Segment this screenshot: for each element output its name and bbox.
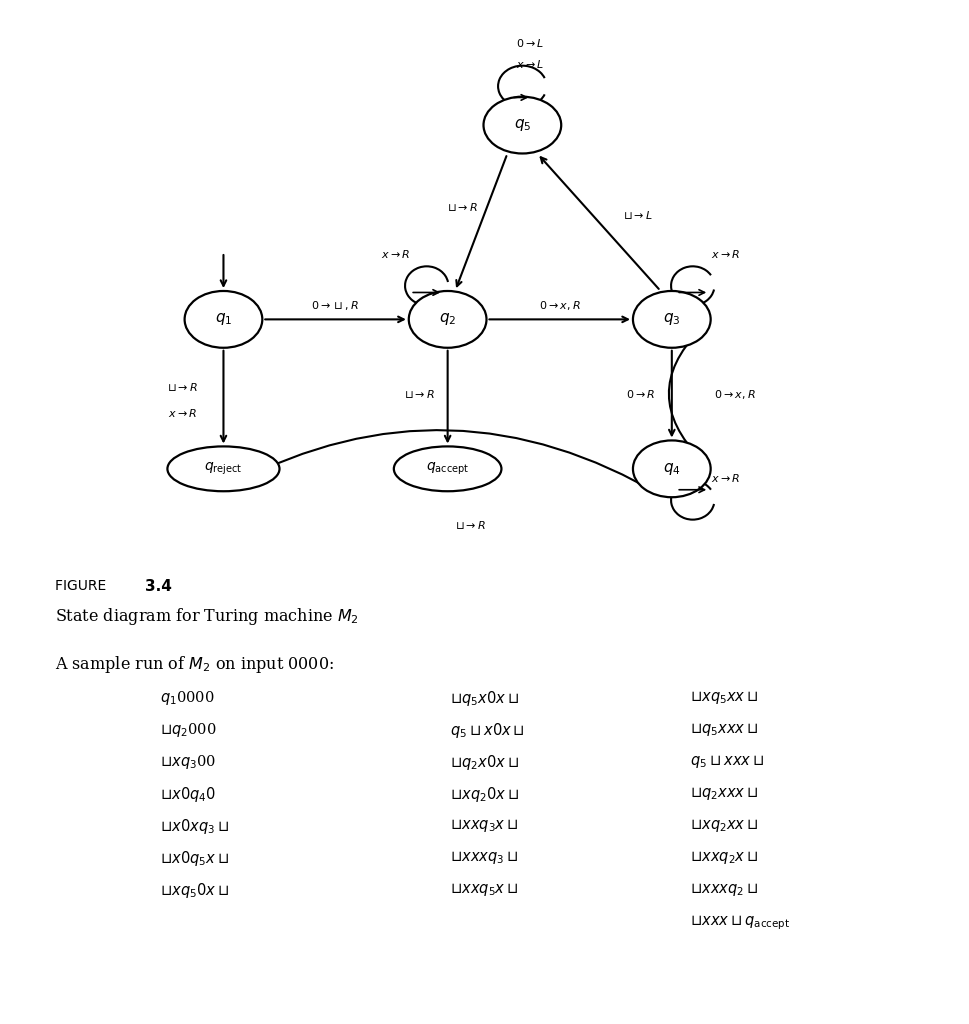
Text: $x{\rightarrow}R$: $x{\rightarrow}R$: [168, 407, 197, 419]
Text: $\sqcup q_2xxx\sqcup$: $\sqcup q_2xxx\sqcup$: [689, 785, 758, 802]
Text: $q_4$: $q_4$: [662, 461, 680, 477]
Text: $\sqcup{\rightarrow}R$: $\sqcup{\rightarrow}R$: [403, 388, 434, 400]
Text: $\sqcup xq_2xx\sqcup$: $\sqcup xq_2xx\sqcup$: [689, 817, 758, 834]
Text: $q_1$0000: $q_1$0000: [160, 689, 214, 707]
Ellipse shape: [393, 446, 501, 492]
Text: $0{\rightarrow}x,R$: $0{\rightarrow}x,R$: [539, 299, 580, 312]
Text: $\sqcup x0q_40$: $\sqcup x0q_40$: [160, 785, 216, 804]
Text: $\sqcup x0q_5x\sqcup$: $\sqcup x0q_5x\sqcup$: [160, 849, 229, 868]
Text: $x{\rightarrow}R$: $x{\rightarrow}R$: [710, 248, 739, 260]
Ellipse shape: [633, 440, 710, 498]
Text: $q_3$: $q_3$: [663, 311, 680, 328]
Text: $\sqcup xq_50x\sqcup$: $\sqcup xq_50x\sqcup$: [160, 881, 229, 900]
Text: $\sqcup xxx\sqcup q_{\mathrm{accept}}$: $\sqcup xxx\sqcup q_{\mathrm{accept}}$: [689, 913, 789, 932]
Text: $x{\rightarrow}R$: $x{\rightarrow}R$: [381, 248, 410, 260]
Text: $\sqcup xxq_3x\sqcup$: $\sqcup xxq_3x\sqcup$: [450, 817, 517, 834]
Text: State diagram for Turing machine $M_2$: State diagram for Turing machine $M_2$: [55, 606, 359, 627]
Text: $\sqcup xxxq_2\sqcup$: $\sqcup xxxq_2\sqcup$: [689, 881, 758, 898]
Text: $\sqcup q_5xxx\sqcup$: $\sqcup q_5xxx\sqcup$: [689, 721, 758, 738]
Text: 3.4: 3.4: [144, 579, 172, 594]
Text: $\sqcup{\rightarrow}R$: $\sqcup{\rightarrow}R$: [167, 381, 198, 392]
Text: $q_{\mathrm{reject}}$: $q_{\mathrm{reject}}$: [204, 461, 242, 477]
Ellipse shape: [184, 291, 262, 348]
Ellipse shape: [633, 291, 710, 348]
Text: $q_{\mathrm{accept}}$: $q_{\mathrm{accept}}$: [425, 461, 469, 477]
Ellipse shape: [408, 291, 486, 348]
Text: A sample run of $M_2$ on input 0000:: A sample run of $M_2$ on input 0000:: [55, 654, 333, 675]
Text: $\sqcup{\rightarrow}R$: $\sqcup{\rightarrow}R$: [447, 202, 478, 213]
Text: $\sqcup{\rightarrow}R$: $\sqcup{\rightarrow}R$: [454, 519, 485, 530]
Text: FIGURE: FIGURE: [55, 579, 115, 593]
Text: $\sqcup{\rightarrow}L$: $\sqcup{\rightarrow}L$: [623, 209, 652, 221]
Text: $\sqcup xxq_2x\sqcup$: $\sqcup xxq_2x\sqcup$: [689, 849, 758, 866]
Ellipse shape: [168, 446, 279, 492]
Text: $\sqcup x0xq_3\sqcup$: $\sqcup x0xq_3\sqcup$: [160, 817, 229, 836]
Text: $0{\rightarrow}\sqcup,R$: $0{\rightarrow}\sqcup,R$: [311, 299, 359, 312]
Text: $0{\rightarrow}x,R$: $0{\rightarrow}x,R$: [714, 388, 756, 400]
Text: $q_2$: $q_2$: [439, 311, 455, 328]
Text: $\sqcup q_2x0x\sqcup$: $\sqcup q_2x0x\sqcup$: [450, 753, 518, 772]
Text: $\sqcup xq_20x\sqcup$: $\sqcup xq_20x\sqcup$: [450, 785, 518, 804]
Text: $q_1$: $q_1$: [214, 311, 232, 328]
Text: $\sqcup q_5x0x\sqcup$: $\sqcup q_5x0x\sqcup$: [450, 689, 518, 708]
Text: $\sqcup xxq_5x\sqcup$: $\sqcup xxq_5x\sqcup$: [450, 881, 517, 898]
Text: $q_5$: $q_5$: [514, 117, 531, 133]
Text: $\sqcup xq_3$00: $\sqcup xq_3$00: [160, 753, 216, 771]
Text: $x{\rightarrow}R$: $x{\rightarrow}R$: [710, 472, 739, 483]
Text: $x{\rightarrow}L$: $x{\rightarrow}L$: [516, 57, 544, 70]
Text: $q_5\sqcup x0x\sqcup$: $q_5\sqcup x0x\sqcup$: [450, 721, 524, 740]
Text: $0{\rightarrow}L$: $0{\rightarrow}L$: [516, 37, 544, 49]
Text: $\sqcup q_2$000: $\sqcup q_2$000: [160, 721, 216, 739]
Ellipse shape: [483, 96, 561, 154]
Text: $0{\rightarrow}R$: $0{\rightarrow}R$: [625, 388, 654, 400]
Text: $\sqcup xq_5xx\sqcup$: $\sqcup xq_5xx\sqcup$: [689, 689, 758, 706]
Text: $\sqcup xxxq_3\sqcup$: $\sqcup xxxq_3\sqcup$: [450, 849, 517, 866]
Text: $q_5\sqcup xxx\sqcup$: $q_5\sqcup xxx\sqcup$: [689, 753, 764, 770]
